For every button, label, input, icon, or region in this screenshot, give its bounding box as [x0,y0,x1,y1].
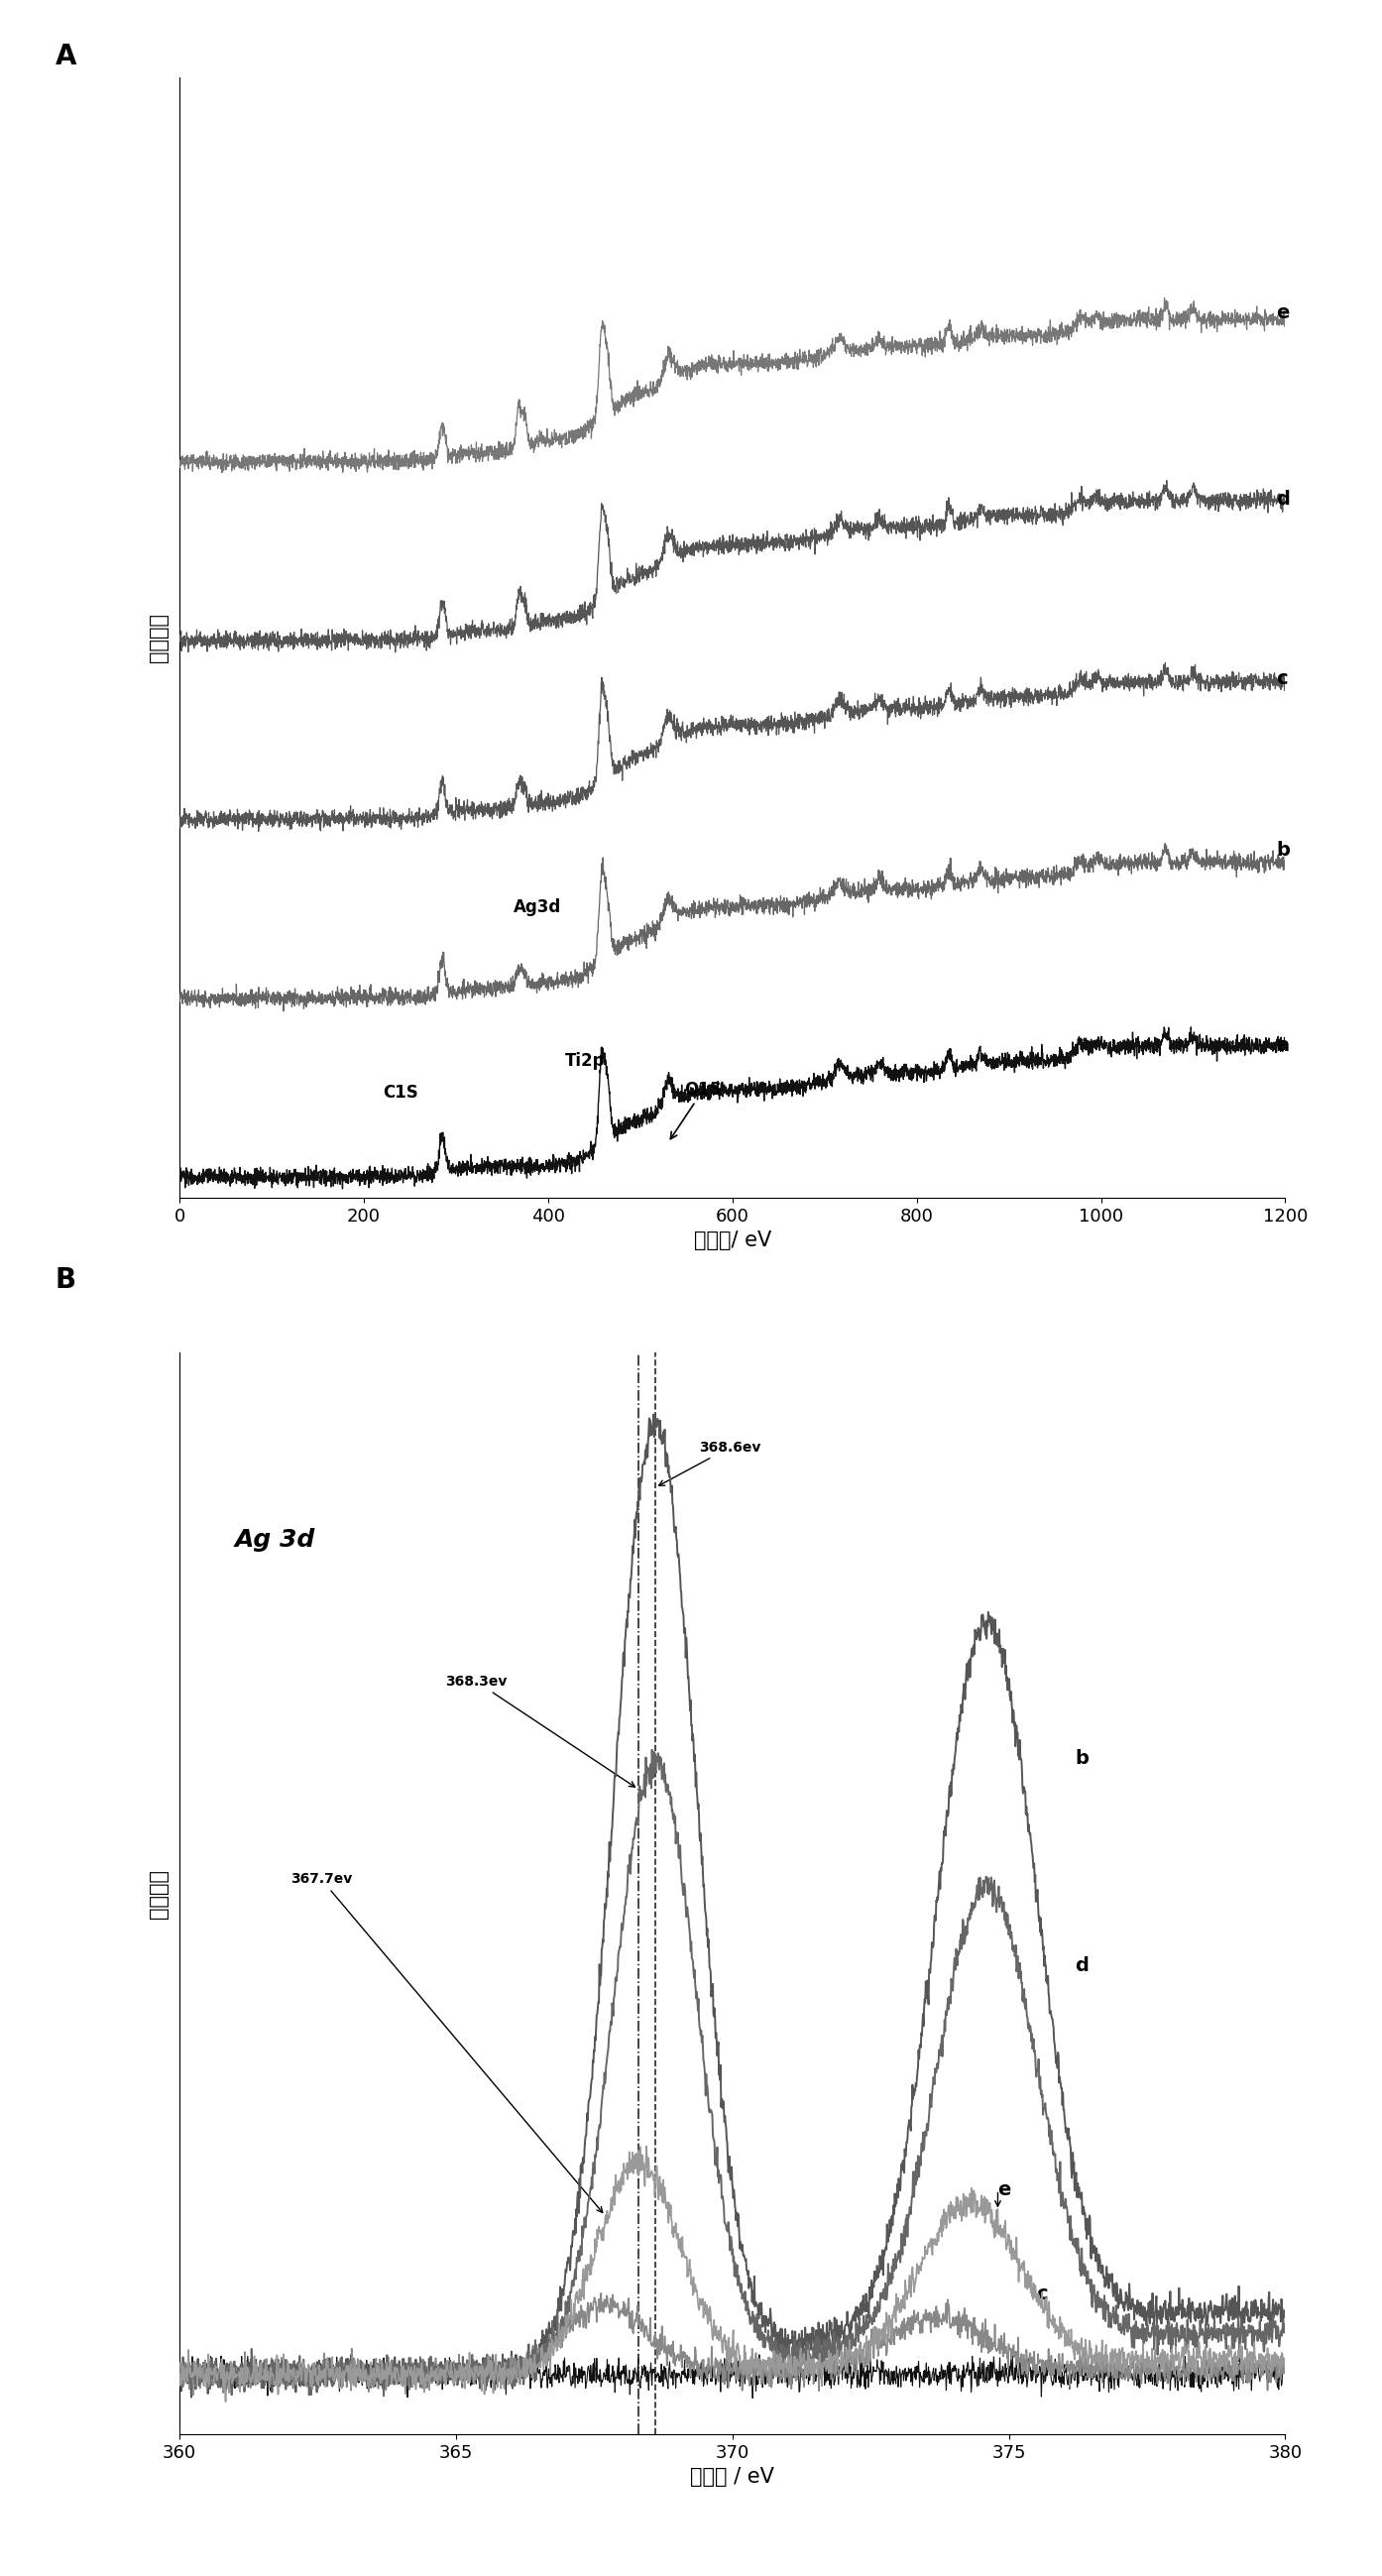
Text: e: e [1276,304,1289,322]
Text: A: A [55,44,76,70]
Text: Ag3d: Ag3d [513,899,561,917]
Text: C1S: C1S [383,1084,419,1103]
Text: 368.6ev: 368.6ev [659,1440,761,1486]
Text: b: b [1276,840,1289,860]
Text: Ti2p: Ti2p [565,1051,605,1069]
Text: a: a [1276,1036,1289,1056]
Text: b: b [1075,1749,1089,1767]
Text: Ag 3d: Ag 3d [235,1528,315,1551]
Text: c: c [1276,670,1288,688]
X-axis label: 结合能 / eV: 结合能 / eV [691,2468,774,2488]
Y-axis label: 相对强度: 相对强度 [149,613,169,662]
X-axis label: 结合能/ eV: 结合能/ eV [694,1231,771,1252]
Text: B: B [55,1267,76,1293]
Text: 367.7ev: 367.7ev [290,1873,603,2213]
Y-axis label: 相对强度: 相对强度 [149,1868,169,1919]
Text: e: e [998,2179,1012,2200]
Text: d: d [1276,489,1289,507]
Text: 368.3ev: 368.3ev [445,1674,634,1788]
Text: a: a [1230,2352,1242,2370]
Text: d: d [1075,1958,1089,1976]
Text: O1S: O1S [670,1082,721,1139]
Text: c: c [1036,2285,1048,2303]
